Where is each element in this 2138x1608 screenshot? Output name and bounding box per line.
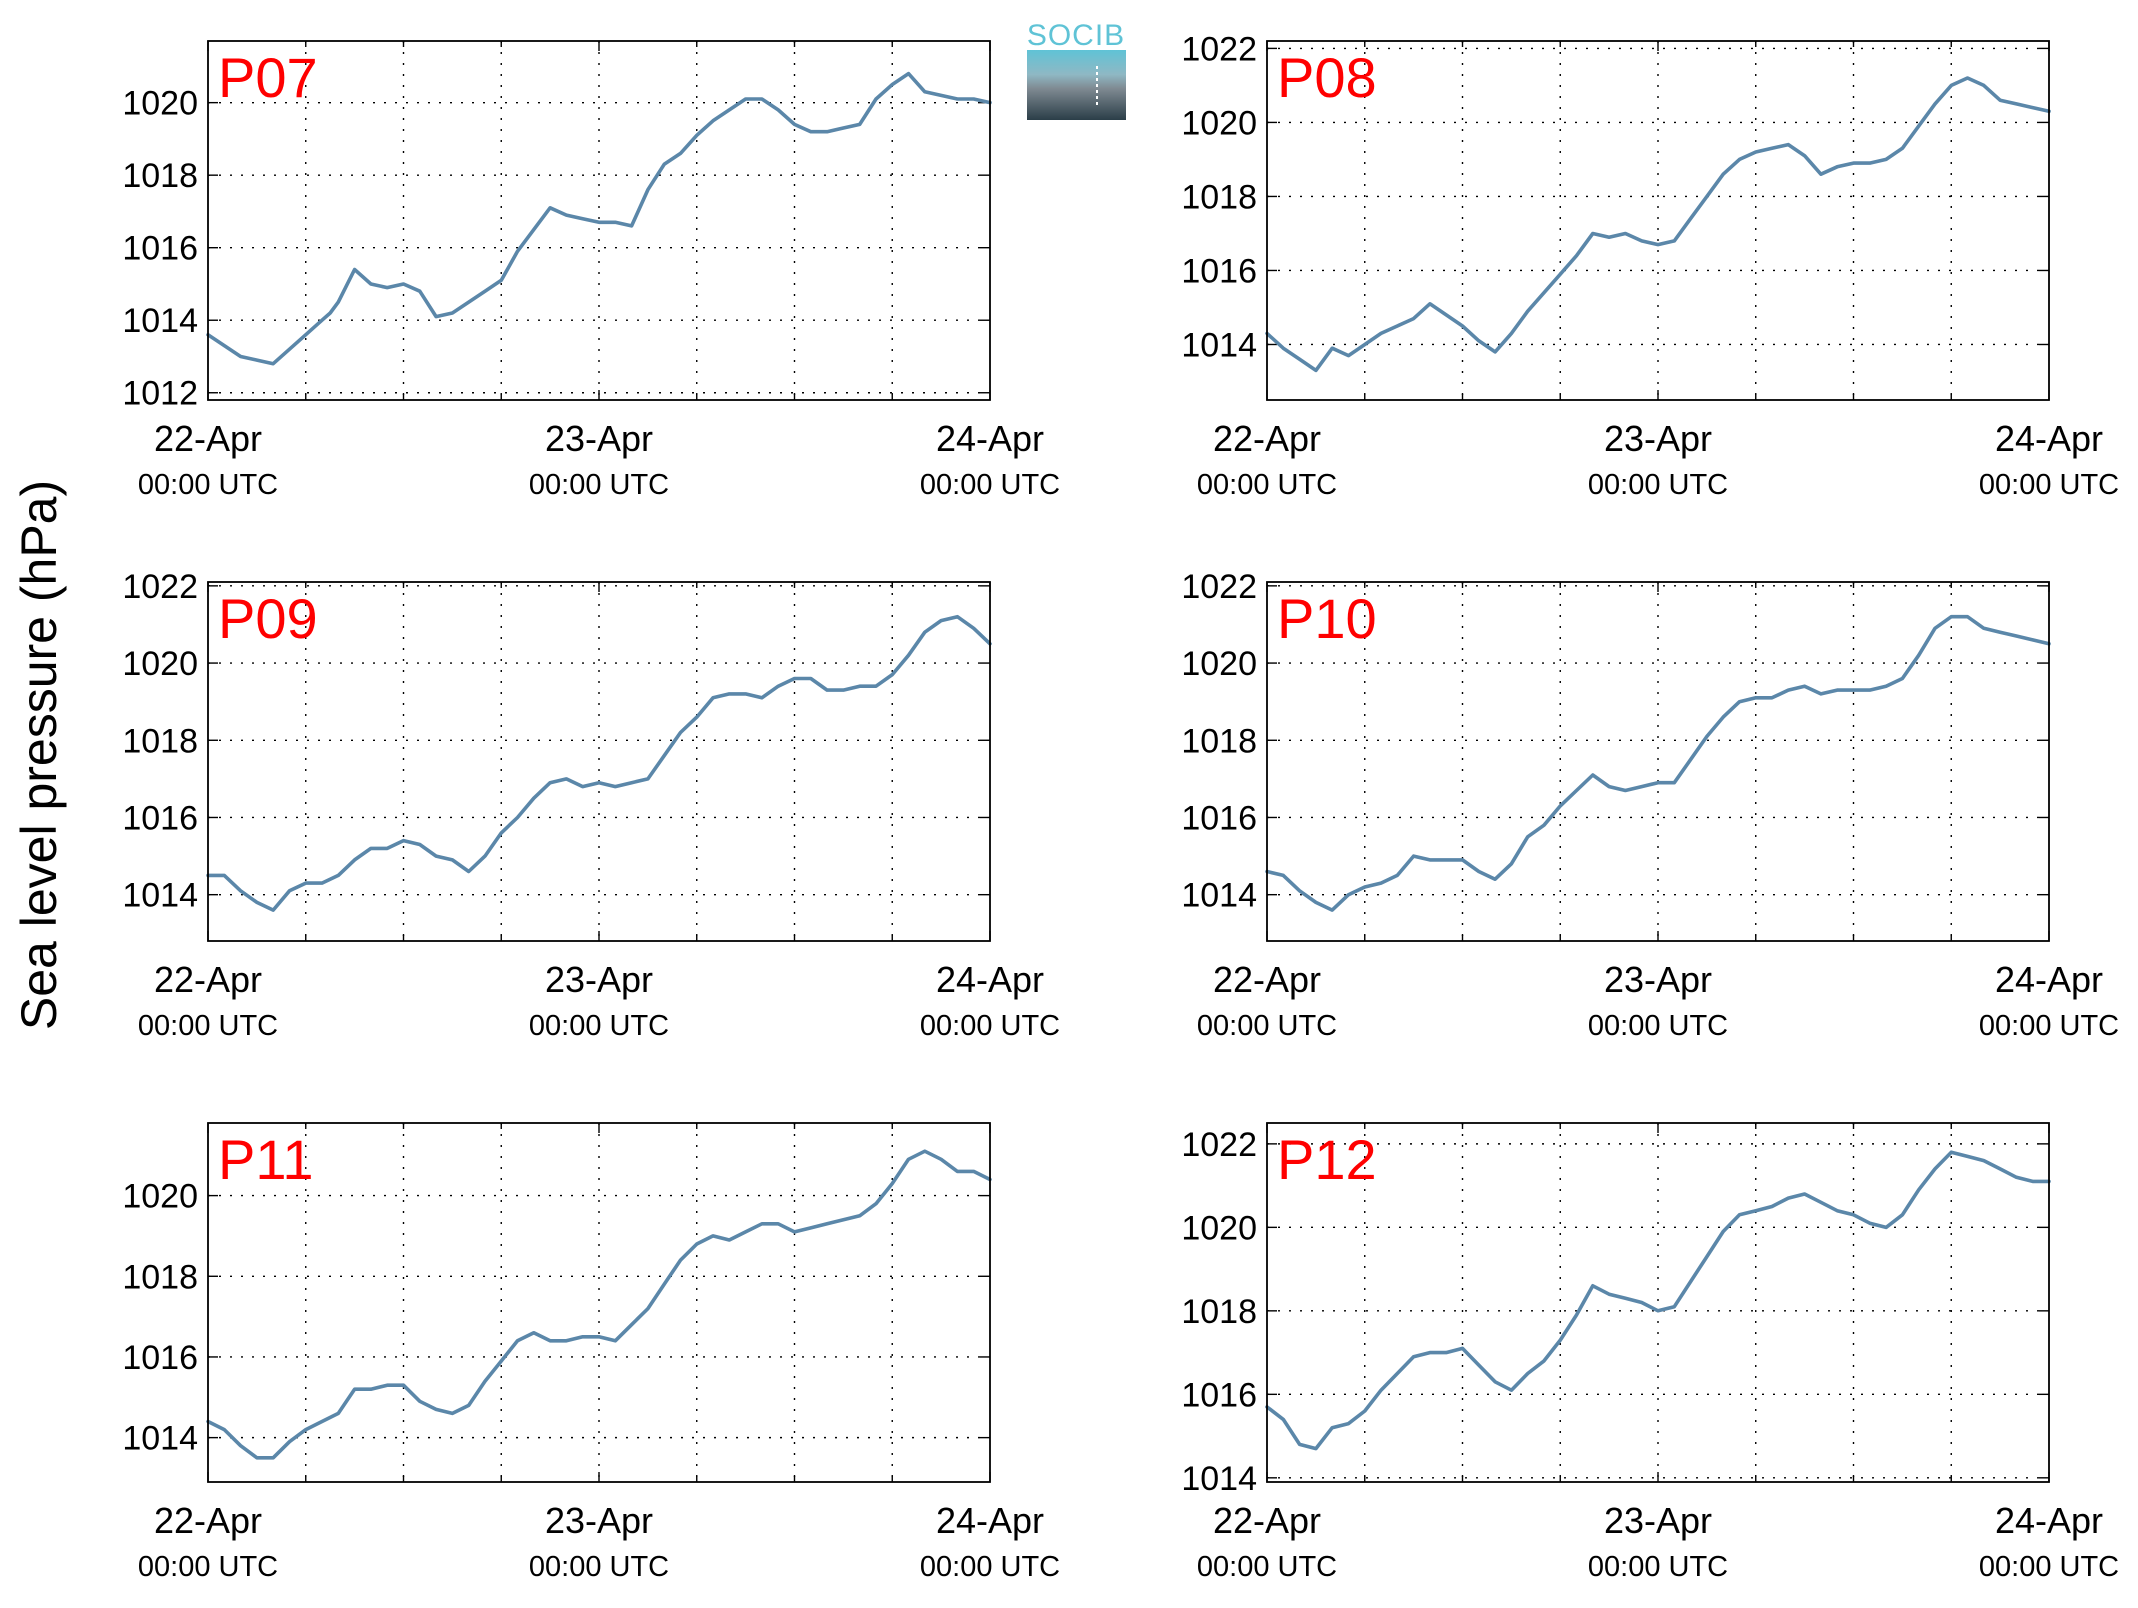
y-tick-label: 1018 <box>1181 722 1257 760</box>
y-tick-label: 1016 <box>122 230 198 268</box>
socib-logo: SOCIB <box>1027 19 1126 120</box>
x-tick-label-time: 00:00 UTC <box>1197 469 1337 501</box>
y-tick-label: 1014 <box>1181 877 1257 915</box>
y-tick-label: 1016 <box>1181 1376 1257 1414</box>
x-tick-label-date: 24-Apr <box>936 418 1044 459</box>
y-tick-label: 1020 <box>122 1178 198 1216</box>
y-tick-label: 1018 <box>1181 178 1257 216</box>
y-tick-label: 1014 <box>1181 1460 1257 1498</box>
y-tick-label: 1018 <box>1181 1293 1257 1331</box>
x-tick-label-time: 00:00 UTC <box>1979 1551 2119 1583</box>
y-tick-label: 1014 <box>1181 326 1257 364</box>
x-tick-label-date: 24-Apr <box>936 959 1044 1000</box>
x-tick-label-time: 00:00 UTC <box>1588 1551 1728 1583</box>
panel-p12: 1014 1016 1018 1020 1022 22-Apr 00:00 UTC 23-Ap… <box>1181 1122 2119 1583</box>
series-line <box>206 1149 992 1460</box>
x-tick-label-time: 00:00 UTC <box>529 1010 669 1042</box>
axes-frame <box>207 1122 991 1483</box>
x-tick-label-date: 24-Apr <box>1995 418 2103 459</box>
y-tick-label: 1018 <box>122 722 198 760</box>
y-tick-label: 1022 <box>1181 30 1257 68</box>
x-tick-label-time: 00:00 UTC <box>1588 1010 1728 1042</box>
x-tick-label-date: 22-Apr <box>1213 418 1321 459</box>
axes-frame <box>1266 40 2050 401</box>
axes-frame <box>1266 1122 2050 1483</box>
y-tick-label: 1022 <box>1181 1126 1257 1164</box>
y-tick-label: 1014 <box>122 1420 198 1458</box>
x-tick-label-time: 00:00 UTC <box>529 469 669 501</box>
panel-title: P12 <box>1277 1128 1377 1191</box>
x-tick-label-date: 24-Apr <box>1995 959 2103 1000</box>
x-tick-label-date: 23-Apr <box>545 1500 653 1541</box>
y-tick-label: 1014 <box>122 302 198 340</box>
x-tick-label-date: 22-Apr <box>154 959 262 1000</box>
x-tick-label-time: 00:00 UTC <box>920 1551 1060 1583</box>
x-tick-label-date: 24-Apr <box>1995 1500 2103 1541</box>
y-axis-label: Sea level pressure (hPa) <box>11 480 67 1030</box>
panel-p10: 1014 1016 1018 1020 1022 22-Apr 00:00 UTC 23-Ap… <box>1181 568 2119 1042</box>
socib-logo-text: SOCIB <box>1027 19 1125 52</box>
panel-p08: 1014 1016 1018 1020 1022 22-Apr 00:00 UTC 23-Ap… <box>1181 30 2119 501</box>
x-tick-label-time: 00:00 UTC <box>138 1551 278 1583</box>
x-tick-label-time: 00:00 UTC <box>1979 469 2119 501</box>
x-tick-label-date: 23-Apr <box>1604 959 1712 1000</box>
series-line <box>1265 76 2051 373</box>
x-tick-label-time: 00:00 UTC <box>1588 469 1728 501</box>
y-tick-label: 1020 <box>1181 645 1257 683</box>
panel-title: P10 <box>1277 587 1377 650</box>
axes-frame <box>1266 581 2050 942</box>
y-tick-label: 1018 <box>122 157 198 195</box>
x-tick-label-date: 22-Apr <box>154 1500 262 1541</box>
x-tick-label-time: 00:00 UTC <box>1197 1010 1337 1042</box>
x-tick-label-time: 00:00 UTC <box>920 469 1060 501</box>
x-tick-label-time: 00:00 UTC <box>138 469 278 501</box>
x-tick-label-date: 22-Apr <box>1213 959 1321 1000</box>
y-tick-label: 1020 <box>1181 104 1257 142</box>
panel-p07: 1012 1014 1016 1018 1020 22-Apr 00:00 UTC 23-Ap… <box>122 40 1060 501</box>
series-line <box>206 614 992 912</box>
x-tick-label-date: 23-Apr <box>1604 1500 1712 1541</box>
y-tick-label: 1018 <box>122 1258 198 1296</box>
panel-p11: 1014 1016 1018 1020 22-Apr 00:00 UTC 23-Apr 00:… <box>122 1122 1060 1583</box>
y-tick-label: 1016 <box>1181 252 1257 290</box>
x-tick-label-date: 22-Apr <box>1213 1500 1321 1541</box>
y-tick-label: 1016 <box>122 1339 198 1377</box>
x-tick-label-time: 00:00 UTC <box>138 1010 278 1042</box>
x-tick-label-date: 23-Apr <box>1604 418 1712 459</box>
x-tick-label-date: 24-Apr <box>936 1500 1044 1541</box>
panel-title: P09 <box>218 587 318 650</box>
panel-title: P07 <box>218 46 318 109</box>
y-tick-label: 1016 <box>122 799 198 837</box>
y-tick-label: 1020 <box>122 645 198 683</box>
series-line <box>206 71 992 366</box>
panel-title: P08 <box>1277 46 1377 109</box>
x-tick-label-time: 00:00 UTC <box>920 1010 1060 1042</box>
panel-p09: 1014 1016 1018 1020 1022 22-Apr 00:00 UTC 23-Ap… <box>122 568 1060 1042</box>
axes-frame <box>207 40 991 401</box>
axes-frame <box>207 581 991 942</box>
y-tick-label: 1022 <box>1181 568 1257 606</box>
x-tick-label-date: 22-Apr <box>154 418 262 459</box>
x-tick-label-date: 23-Apr <box>545 959 653 1000</box>
y-tick-label: 1020 <box>122 85 198 123</box>
y-tick-label: 1022 <box>122 568 198 606</box>
panel-title: P11 <box>218 1128 313 1191</box>
series-line <box>1265 614 2051 912</box>
series-line <box>1265 1150 2051 1451</box>
y-tick-label: 1014 <box>122 877 198 915</box>
y-tick-label: 1012 <box>122 375 198 413</box>
y-tick-label: 1016 <box>1181 799 1257 837</box>
x-tick-label-time: 00:00 UTC <box>1197 1551 1337 1583</box>
x-tick-label-time: 00:00 UTC <box>529 1551 669 1583</box>
x-tick-label-time: 00:00 UTC <box>1979 1010 2119 1042</box>
y-tick-label: 1020 <box>1181 1209 1257 1247</box>
x-tick-label-date: 23-Apr <box>545 418 653 459</box>
